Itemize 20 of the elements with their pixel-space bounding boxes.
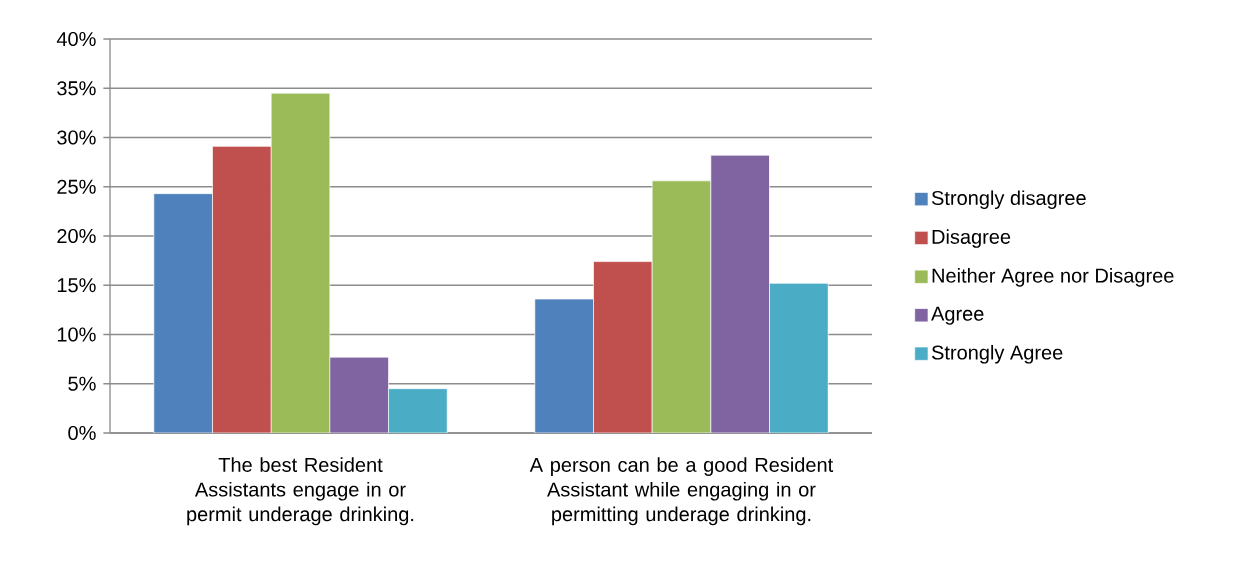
y-tick-label: 40% [56, 31, 96, 47]
legend-label: Disagree [932, 229, 1011, 248]
y-tick-label: 0% [68, 425, 96, 441]
y-tick-label: 15% [57, 278, 96, 293]
bar [329, 356, 389, 433]
legend-label: Agree [931, 306, 984, 325]
legend-label: Strongly disagree [931, 190, 1086, 210]
y-tick-label: 5% [68, 376, 96, 391]
y-tick-label: 35% [57, 81, 96, 96]
x-tick-label: The best Resident Assistants engage in or permit underage drinking. [187, 457, 414, 526]
bar [710, 154, 770, 433]
y-tick-label: 10% [57, 327, 96, 342]
x-tick-label: A person can be a good Resident Assistant while engaging in or permitting underage drinking. [529, 457, 834, 526]
bar [769, 282, 829, 433]
y-tick-label: 20% [57, 228, 96, 244]
legend-label: Neither Agree nor Disagree [932, 268, 1174, 287]
bar [388, 388, 448, 433]
y-tick-label: 25% [57, 179, 96, 194]
legend-label: Strongly Agree [931, 344, 1063, 364]
y-tick-label: 30% [57, 130, 96, 145]
